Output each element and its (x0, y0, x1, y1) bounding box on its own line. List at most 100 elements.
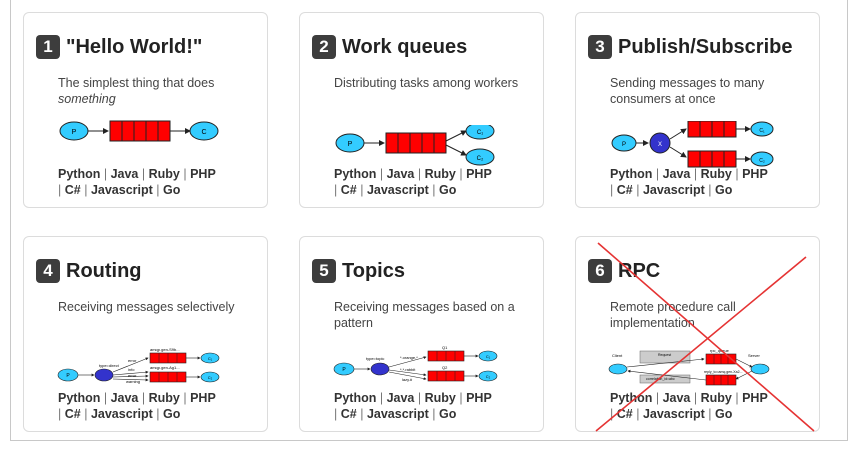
tutorial-card-4[interactable]: 4 Routing Receiving messages selectively… (23, 236, 268, 432)
lang-link-csharp[interactable]: C# (64, 183, 81, 197)
step-number-badge: 5 (312, 259, 336, 283)
lang-link-javascript[interactable]: Javascript (366, 407, 429, 421)
exchange-node (649, 132, 671, 154)
lang-link-php[interactable]: PHP (466, 167, 492, 181)
svg-text:amqp.gen-S9b...: amqp.gen-S9b... (150, 347, 180, 352)
lang-link-javascript[interactable]: Javascript (366, 183, 429, 197)
lang-link-go[interactable]: Go (163, 183, 181, 197)
card-description: The simplest thing that does something (58, 76, 215, 106)
language-links: Python | Java | Ruby | PHP | C# | Javasc… (58, 391, 216, 421)
tutorial-card-6[interactable]: 6 RPC Remote procedure call implementati… (575, 236, 820, 432)
svg-text:X: X (658, 142, 662, 148)
consumer-node-1 (465, 125, 495, 140)
lang-link-ruby[interactable]: Ruby (148, 391, 180, 405)
card-title-text[interactable]: Work queues (342, 35, 468, 58)
lang-link-php[interactable]: PHP (742, 391, 768, 405)
svg-text:*.*.rabbit: *.*.rabbit (400, 367, 416, 372)
svg-text:P: P (342, 367, 346, 373)
svg-text:*.orange.*: *.orange.* (400, 355, 418, 360)
lang-link-php[interactable]: PHP (190, 167, 216, 181)
queue-box-2 (687, 150, 737, 168)
lang-link-java[interactable]: Java (386, 167, 415, 181)
lang-link-ruby[interactable]: Ruby (424, 167, 456, 181)
lang-link-python[interactable]: Python (610, 167, 653, 181)
lang-link-java[interactable]: Java (662, 167, 691, 181)
lang-link-go[interactable]: Go (715, 407, 733, 421)
svg-text:C₁: C₁ (477, 130, 483, 136)
card-title-text[interactable]: Topics (342, 259, 405, 282)
tutorial-card-3[interactable]: 3 Publish/Subscribe Sending messages to … (575, 12, 820, 208)
svg-text:P: P (622, 142, 626, 148)
card-title[interactable]: 3 Publish/Subscribe (588, 35, 792, 59)
step-number-badge: 6 (588, 259, 612, 283)
svg-text:Q2: Q2 (442, 365, 448, 370)
card-title[interactable]: 1 "Hello World!" (36, 35, 202, 59)
svg-text:rpc_queue: rpc_queue (710, 349, 730, 353)
svg-text:C₂: C₂ (759, 158, 765, 164)
lang-link-csharp[interactable]: C# (616, 407, 633, 421)
lang-link-python[interactable]: Python (334, 167, 377, 181)
card-title[interactable]: 4 Routing (36, 259, 142, 283)
lang-link-go[interactable]: Go (715, 183, 733, 197)
lang-link-ruby[interactable]: Ruby (700, 167, 732, 181)
lang-link-go[interactable]: Go (163, 407, 181, 421)
consumer-node-2 (478, 370, 498, 382)
consumer-node-2 (750, 151, 774, 167)
publish-subscribe-diagram: P X C₁ C₂ (611, 121, 774, 168)
lang-link-php[interactable]: PHP (742, 167, 768, 181)
tutorial-card-1[interactable]: 1 "Hello World!" The simplest thing that… (23, 12, 268, 208)
lang-link-ruby[interactable]: Ruby (424, 391, 456, 405)
lang-link-javascript[interactable]: Javascript (90, 183, 153, 197)
lang-link-java[interactable]: Java (110, 167, 139, 181)
consumer-node-2 (200, 371, 220, 383)
lang-link-csharp[interactable]: C# (340, 183, 357, 197)
lang-link-go[interactable]: Go (439, 407, 457, 421)
lang-link-python[interactable]: Python (334, 391, 377, 405)
lang-link-csharp[interactable]: C# (340, 407, 357, 421)
lang-link-java[interactable]: Java (110, 391, 139, 405)
svg-text:Client: Client (612, 353, 623, 358)
card-title-text[interactable]: Publish/Subscribe (618, 35, 793, 58)
card-title-text[interactable]: RPC (618, 259, 661, 282)
hello-world-diagram: P C (59, 120, 219, 142)
exchange-node (370, 362, 390, 376)
card-title-text[interactable]: "Hello World!" (66, 35, 203, 58)
lang-link-python[interactable]: Python (58, 167, 101, 181)
lang-link-php[interactable]: PHP (190, 391, 216, 405)
lang-link-javascript[interactable]: Javascript (642, 183, 705, 197)
lang-link-javascript[interactable]: Javascript (642, 407, 705, 421)
tutorial-card-5[interactable]: 5 Topics Receiving messages based on a p… (299, 236, 544, 432)
lang-link-go[interactable]: Go (439, 183, 457, 197)
card-title[interactable]: 5 Topics (312, 259, 405, 283)
language-links: Python | Java | Ruby | PHP | C# | Javasc… (610, 167, 768, 197)
reply-queue-box (705, 374, 737, 386)
lang-link-csharp[interactable]: C# (64, 407, 81, 421)
svg-text:type=direct: type=direct (99, 363, 120, 368)
card-title[interactable]: 6 RPC (588, 259, 660, 283)
topics-diagram: P type=topic *.orange.* *.*.rabbit lazy.… (333, 345, 498, 382)
queue-box-2 (149, 371, 187, 383)
lang-link-python[interactable]: Python (610, 391, 653, 405)
svg-text:error: error (128, 373, 137, 378)
svg-text:info: info (128, 367, 135, 372)
lang-link-javascript[interactable]: Javascript (90, 407, 153, 421)
card-title[interactable]: 2 Work queues (312, 35, 467, 59)
lang-link-ruby[interactable]: Ruby (700, 391, 732, 405)
rpc-queue-box (705, 353, 737, 365)
exchange-node (94, 368, 114, 382)
queue-box (109, 120, 171, 142)
lang-link-php[interactable]: PHP (466, 391, 492, 405)
card-title-text[interactable]: Routing (66, 259, 142, 282)
lang-link-python[interactable]: Python (58, 391, 101, 405)
lang-link-java[interactable]: Java (662, 391, 691, 405)
svg-text:Q1: Q1 (442, 345, 448, 350)
lang-link-csharp[interactable]: C# (616, 183, 633, 197)
lang-link-ruby[interactable]: Ruby (148, 167, 180, 181)
client-node (608, 363, 628, 375)
card-description: Receiving messages based on a pattern (334, 300, 515, 330)
card-description: Sending messages to many consumers at on… (610, 76, 765, 106)
lang-link-java[interactable]: Java (386, 391, 415, 405)
consumer-node-2 (465, 148, 495, 166)
tutorial-card-2[interactable]: 2 Work queues Distributing tasks among w… (299, 12, 544, 208)
svg-text:C₂: C₂ (208, 375, 213, 380)
